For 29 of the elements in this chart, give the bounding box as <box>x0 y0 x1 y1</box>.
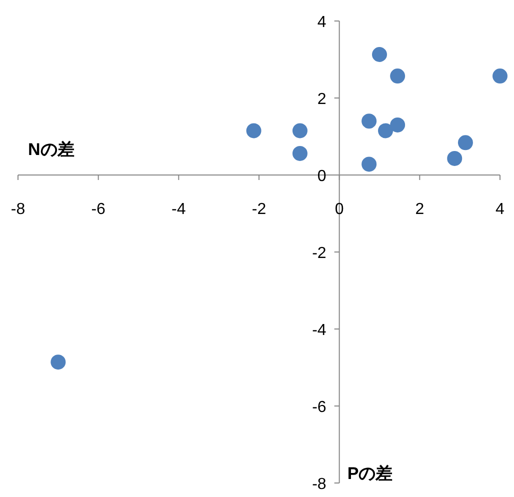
y-tick-label: -2 <box>312 245 326 262</box>
x-tick-label: -4 <box>172 201 186 218</box>
point <box>492 68 508 84</box>
y-tick-label: -6 <box>312 399 326 416</box>
x-tick-label: -6 <box>91 201 106 218</box>
y-tick-label: 4 <box>317 14 326 31</box>
point <box>292 146 308 161</box>
x-axis-title: Nの差 <box>28 140 74 159</box>
x-tick-label: 4 <box>496 201 505 218</box>
point <box>458 135 473 150</box>
point <box>390 68 406 84</box>
y-tick-label: -4 <box>312 322 326 339</box>
x-tick-label: 2 <box>415 201 424 218</box>
x-tick-label: -8 <box>10 201 26 218</box>
point <box>246 123 262 138</box>
y-tick-label: 0 <box>317 168 326 185</box>
point <box>378 123 394 138</box>
point <box>447 150 462 166</box>
point <box>362 114 377 129</box>
y-tick-label: -8 <box>312 476 326 493</box>
point <box>372 46 387 62</box>
y-tick-label: 2 <box>317 91 326 108</box>
point <box>362 156 377 172</box>
point <box>390 117 406 132</box>
y-axis-title: Pの差 <box>347 464 393 483</box>
x-tick-label: 0 <box>334 201 344 218</box>
point <box>50 354 66 370</box>
point <box>292 123 308 138</box>
x-tick-label: -2 <box>252 201 266 218</box>
